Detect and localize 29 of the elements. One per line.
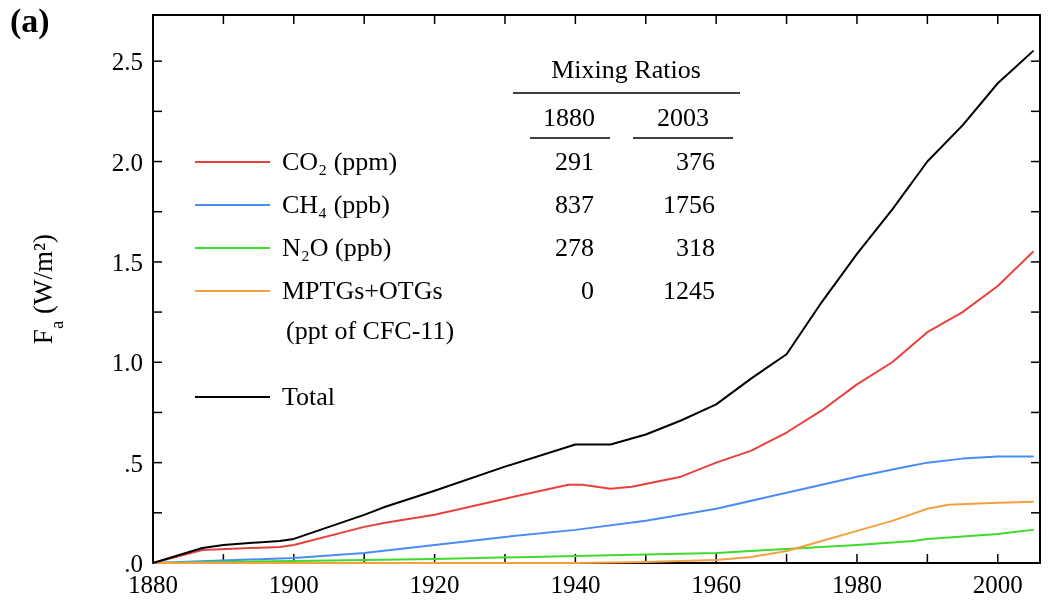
- x-tick-label: 1960: [691, 571, 742, 598]
- legend-label: CH₄ (ppb): [282, 190, 390, 219]
- y-tick-label: 1.0: [111, 349, 143, 377]
- line-series: [152, 500, 1034, 564]
- y-tick-label: .5: [124, 449, 143, 477]
- x-tick-label: 1900: [268, 571, 319, 598]
- text: (a): [10, 2, 50, 40]
- annotation: 1880: [543, 103, 595, 132]
- legend-label: N₂O (ppb): [282, 233, 392, 262]
- x-tick-label: 1980: [831, 571, 882, 598]
- y-tick-label: 1.5: [111, 248, 143, 276]
- x-tick-label: 2000: [972, 571, 1023, 598]
- annotation: 318: [676, 233, 715, 262]
- legend-label: MPTGs+OTGs (ppt of CFC-11): [282, 276, 455, 345]
- annotation: Mixing Ratios: [551, 55, 701, 84]
- y-tick-label: 2.5: [111, 48, 143, 76]
- x-tick-label: 1920: [409, 571, 460, 598]
- annotation: 837: [555, 190, 594, 219]
- y-tick-label: 2.0: [111, 148, 143, 176]
- annotation: 376: [676, 147, 715, 176]
- annotation: 291: [555, 147, 594, 176]
- annotation: 0: [581, 276, 594, 305]
- annotation: 278: [555, 233, 594, 262]
- x-tick-label: 1940: [550, 571, 601, 598]
- annotation: 1756: [663, 190, 715, 219]
- annotation: 2003: [657, 103, 709, 132]
- legend-label: CO₂ (ppm): [282, 147, 398, 176]
- legend-label: Total: [282, 382, 336, 411]
- annotation: 1245: [663, 276, 715, 305]
